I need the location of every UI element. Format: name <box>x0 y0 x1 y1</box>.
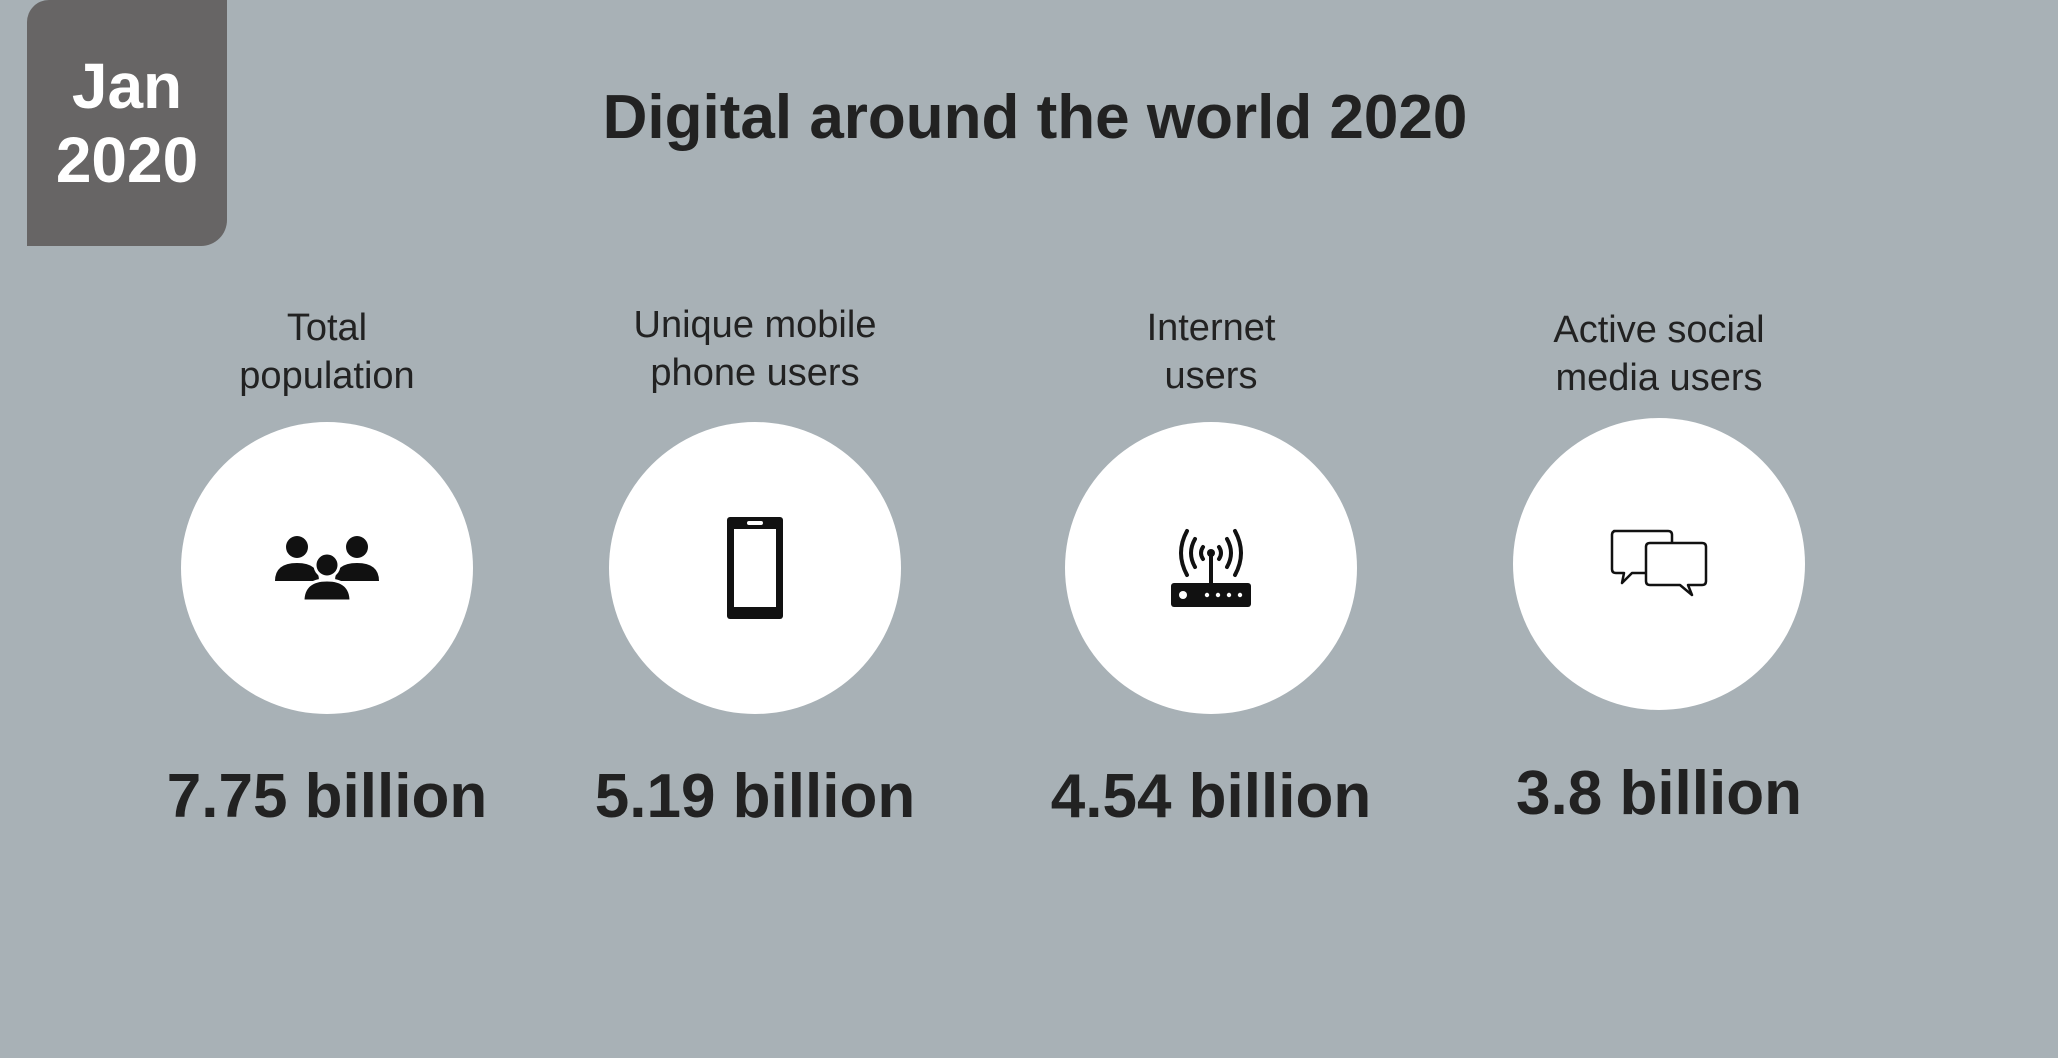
chat-bubbles-icon <box>1610 529 1708 597</box>
icon-circle <box>1065 422 1357 714</box>
date-badge: Jan 2020 <box>27 0 227 246</box>
stat-value: 5.19 billion <box>594 762 916 831</box>
stat-value: 3.8 billion <box>1516 759 1802 828</box>
icon-circle <box>1513 418 1805 710</box>
badge-year: 2020 <box>55 124 199 196</box>
badge-month: Jan <box>71 50 183 122</box>
stat-value: 4.54 billion <box>1050 762 1372 831</box>
icon-circle <box>181 422 473 714</box>
stat-label: Internet users <box>1146 307 1276 397</box>
people-group-icon <box>275 536 379 601</box>
page-title: Digital around the world 2020 <box>602 83 1468 152</box>
stat-label: Unique mobile phone users <box>633 304 877 394</box>
stat-value: 7.75 billion <box>166 762 488 831</box>
icon-circle <box>609 422 901 714</box>
wifi-router-icon <box>1171 529 1251 607</box>
mobile-phone-icon <box>727 517 783 619</box>
stat-label: Total population <box>239 307 415 397</box>
stat-label: Active social media users <box>1553 309 1765 399</box>
